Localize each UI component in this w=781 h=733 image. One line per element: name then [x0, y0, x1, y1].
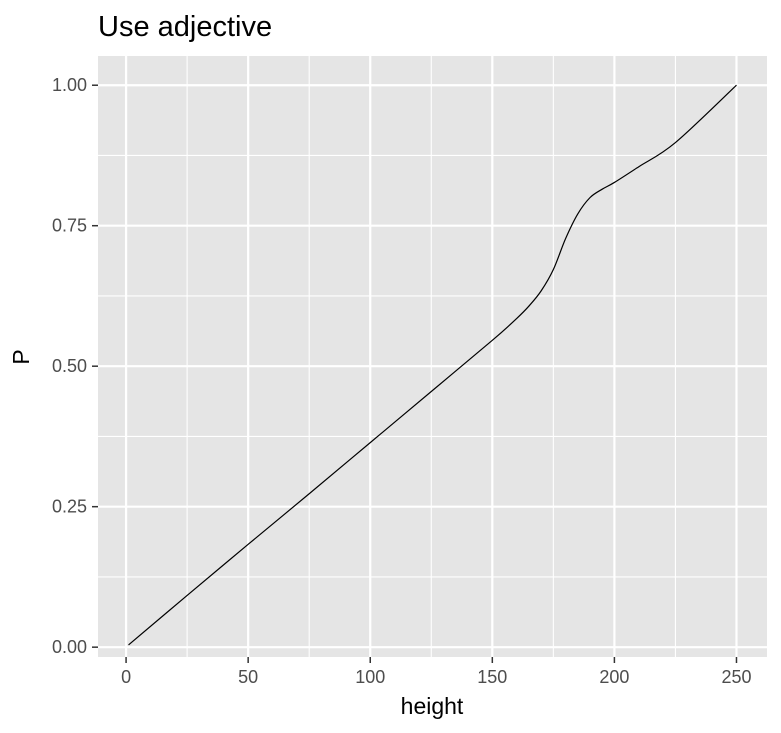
- plot-panel: [98, 56, 767, 657]
- x-tick-label: 250: [721, 667, 751, 687]
- x-tick-label: 200: [599, 667, 629, 687]
- y-tick-label: 0.50: [52, 356, 87, 376]
- x-tick-label: 150: [477, 667, 507, 687]
- x-tick-label: 50: [238, 667, 258, 687]
- chart-title: Use adjective: [98, 11, 272, 43]
- series-layer: [128, 84, 737, 646]
- x-tick-label: 0: [121, 667, 131, 687]
- y-tick-label: 1.00: [52, 75, 87, 95]
- x-axis-ticks: 0 50 100 150 200 250: [121, 657, 752, 687]
- y-tick-label: 0.75: [52, 216, 87, 236]
- y-tick-label: 0.25: [52, 497, 87, 517]
- series-line: [128, 84, 737, 646]
- y-axis-ticks: 0.00 0.25 0.50 0.75 1.00: [52, 75, 98, 657]
- x-tick-label: 100: [355, 667, 385, 687]
- y-axis-label: P: [8, 349, 34, 364]
- x-axis-label: height: [401, 693, 464, 719]
- major-gridlines: [98, 56, 767, 657]
- y-tick-label: 0.00: [52, 637, 87, 657]
